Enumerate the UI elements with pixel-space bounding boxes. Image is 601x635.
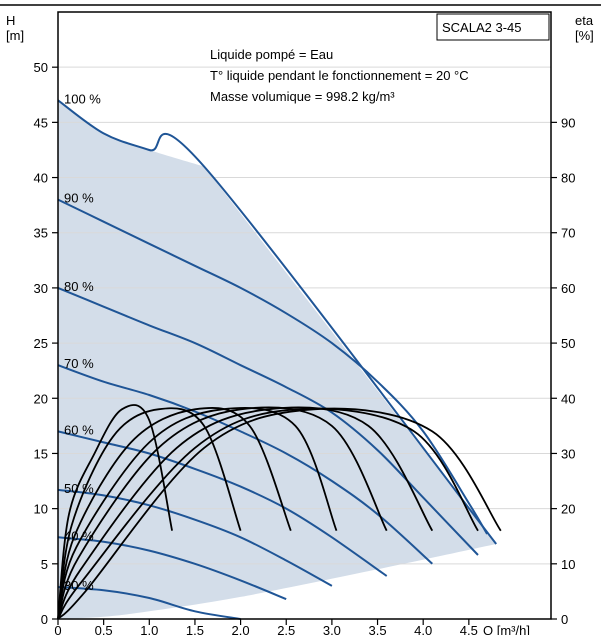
y-right-tick-label: 20 <box>561 502 575 517</box>
y-left-tick-label: 45 <box>34 115 48 130</box>
x-tick-label: 4.0 <box>414 623 432 635</box>
head-curve <box>57 364 433 565</box>
head-curve <box>57 99 497 545</box>
annotation-density: Masse volumique = 998.2 kg/m³ <box>210 89 395 104</box>
y-right-tick-label: 10 <box>561 557 575 572</box>
y-left-tick-label: 25 <box>34 336 48 351</box>
x-axis-title: Q [m³/h] <box>483 623 530 635</box>
efficiency-curve <box>57 407 502 620</box>
x-tick-label: 1.0 <box>140 623 158 635</box>
y-right-tick-label: 0 <box>561 612 568 627</box>
y-left-tick-label: 50 <box>34 60 48 75</box>
efficiency-curve <box>57 406 388 620</box>
x-tick-label: 1.5 <box>186 623 204 635</box>
curve-labels: 100 % 90 % 80 % 70 % 60 % 50 % 40 % 30 % <box>64 91 101 593</box>
y-left-axis-title: H <box>6 13 15 28</box>
annotation-block: Liquide pompé = Eau T° liquide pendant l… <box>210 47 469 104</box>
y-left-tick-label: 5 <box>41 557 48 572</box>
x-tick-label: 3.0 <box>323 623 341 635</box>
head-curve-label: 30 % <box>64 578 94 593</box>
x-tick-label: 0.5 <box>95 623 113 635</box>
efficiency-curve <box>57 406 292 620</box>
efficiency-curve <box>57 404 173 620</box>
y-right-axis-unit: [%] <box>575 28 594 43</box>
model-label: SCALA2 3-45 <box>442 20 522 35</box>
y-left-tick-label: 35 <box>34 226 48 241</box>
head-curve-label: 70 % <box>64 356 94 371</box>
x-tick-label: 2.0 <box>232 623 250 635</box>
y-right-tick-label: 70 <box>561 226 575 241</box>
axes: 0 5 10 15 20 25 30 35 40 45 50 0 10 20 30 40 50 60 70 80 90 0… <box>0 4 601 635</box>
y-right-axis-title: eta <box>575 13 594 28</box>
operating-area <box>58 100 497 620</box>
plot-frame <box>57 11 552 620</box>
y-right-tick-label: 40 <box>561 391 575 406</box>
x-tick-label: 2.5 <box>277 623 295 635</box>
annotation-temperature: T° liquide pendant le fonctionnement = 2… <box>210 68 469 83</box>
y-right-tick-label: 60 <box>561 281 575 296</box>
efficiency-curve <box>57 407 242 620</box>
y-left-tick-label: 30 <box>34 281 48 296</box>
head-curve-label: 90 % <box>64 191 94 206</box>
efficiency-curve <box>57 406 434 620</box>
head-curve-label: 50 % <box>64 481 94 496</box>
head-curve-label: 100 % <box>64 91 101 106</box>
x-tick-label: 0 <box>54 623 61 635</box>
y-right-tick-label: 50 <box>561 336 575 351</box>
efficiency-curve <box>57 407 479 620</box>
head-curve-label: 80 % <box>64 279 94 294</box>
x-tick-label: 3.5 <box>368 623 386 635</box>
y-left-tick-label: 20 <box>34 391 48 406</box>
annotation-liquid: Liquide pompé = Eau <box>210 47 333 62</box>
head-curve-label: 40 % <box>64 528 94 543</box>
y-right-tick-label: 80 <box>561 171 575 186</box>
y-left-tick-label: 15 <box>34 446 48 461</box>
efficiency-curve <box>57 406 338 620</box>
y-right-tick-label: 90 <box>561 115 575 130</box>
y-left-tick-label: 10 <box>34 502 48 517</box>
head-curve <box>57 488 333 587</box>
y-left-tick-label: 40 <box>34 171 48 186</box>
efficiency-curves <box>57 404 502 620</box>
y-left-axis-unit: [m] <box>6 28 24 43</box>
y-left-tick-label: 0 <box>41 612 48 627</box>
x-tick-label: 4.5 <box>460 623 478 635</box>
grid-lines <box>58 11 551 565</box>
head-curve <box>57 586 241 620</box>
head-curve <box>57 198 488 535</box>
y-right-tick-label: 30 <box>561 446 575 461</box>
head-curve-label: 60 % <box>64 422 94 437</box>
model-label-box <box>436 13 550 41</box>
